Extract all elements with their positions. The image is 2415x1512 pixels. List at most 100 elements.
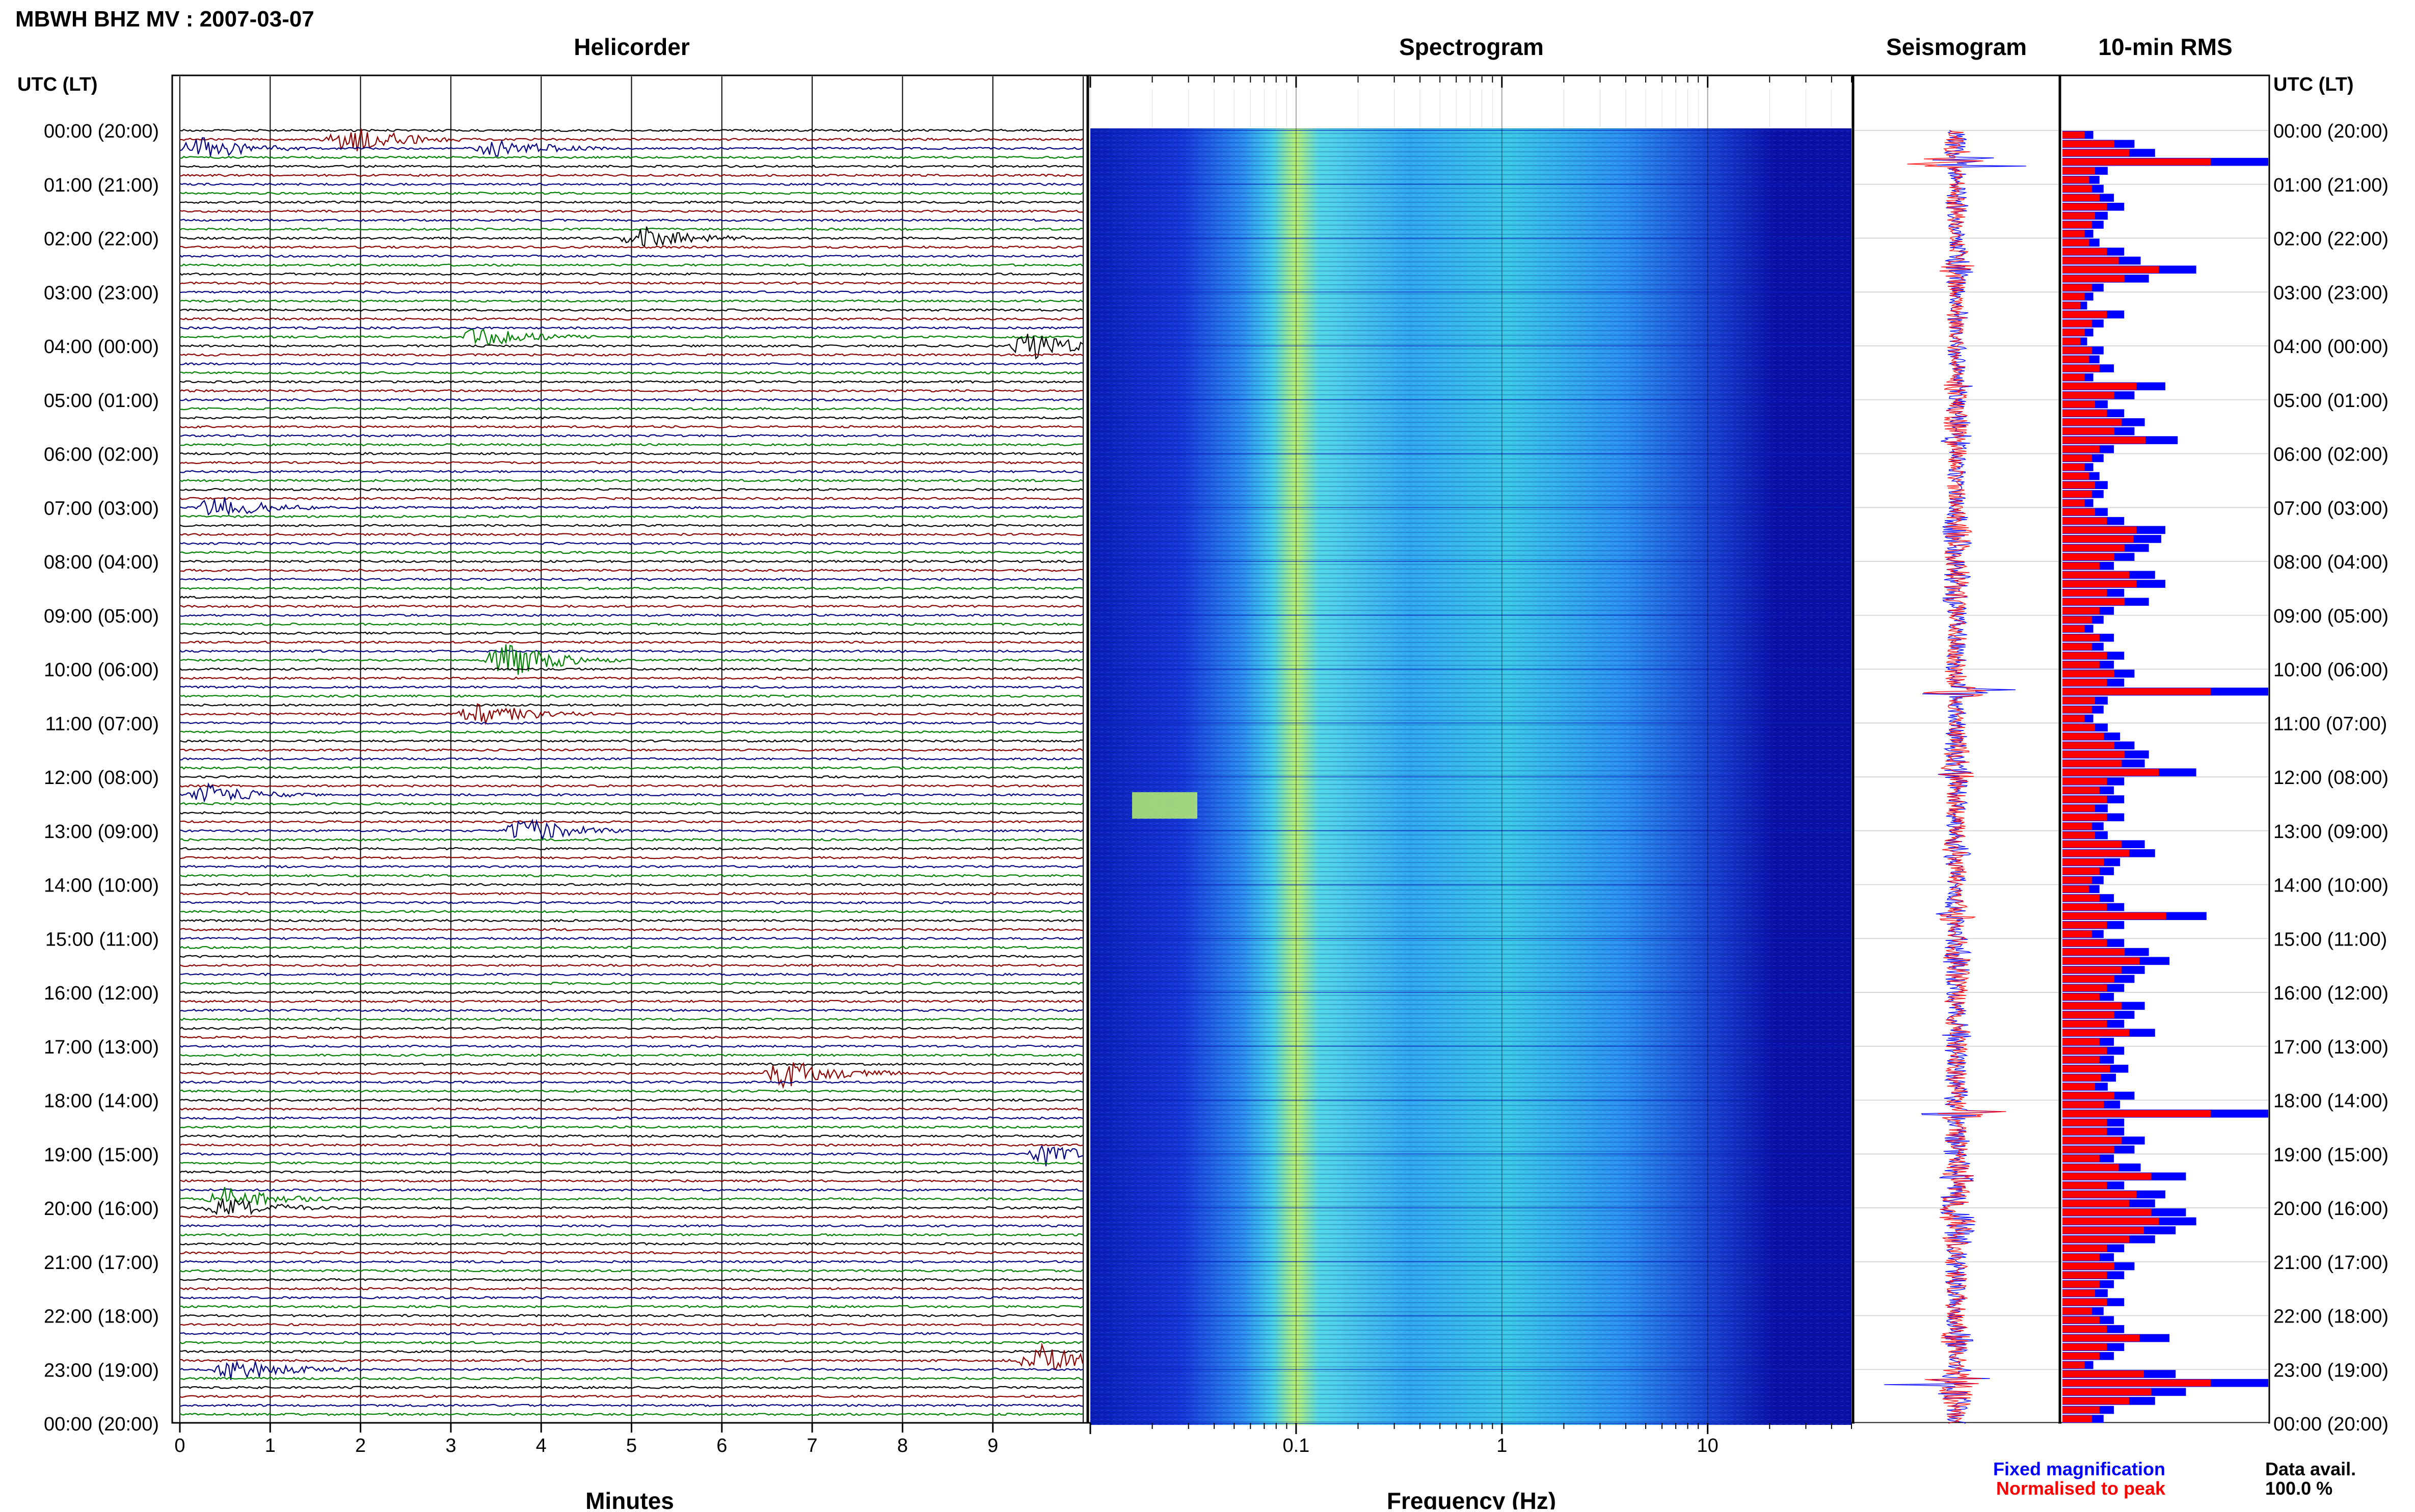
rms-bar-normalised xyxy=(2062,652,2107,659)
rms-bar-normalised xyxy=(2062,553,2114,560)
helicorder-trace xyxy=(179,478,1083,482)
rms-bar-normalised xyxy=(2062,1334,2140,1342)
rms-bar-normalised xyxy=(2062,1155,2100,1162)
rms-bar-normalised xyxy=(2062,607,2100,614)
helicorder-trace xyxy=(179,443,1083,447)
helicorder-trace xyxy=(179,1080,1083,1084)
rms-bar-normalised xyxy=(2062,912,2166,920)
right-time-labels: 00:00 (20:00) 01:00 (21:00) 02:00 (22:00) 0… xyxy=(2273,121,2389,1435)
rms-bar-normalised xyxy=(2062,437,2145,444)
rms-bar-normalised xyxy=(2062,1235,2129,1243)
rms-bar-normalised xyxy=(2062,365,2100,372)
spectrogram-title: Spectrogram xyxy=(1399,34,1544,60)
time-label-right: 12:00 (08:00) xyxy=(2273,767,2389,789)
rms-bar-normalised xyxy=(2062,751,2125,758)
rms-bar-normalised xyxy=(2062,472,2089,480)
helicorder-trace xyxy=(179,308,1083,312)
spectrogram-x-label: Frequency (Hz) xyxy=(1387,1488,1556,1509)
rms-bar-normalised xyxy=(2062,373,2085,381)
helicorder-trace xyxy=(179,1089,1083,1093)
time-label-left: 09:00 (05:00) xyxy=(44,606,159,627)
time-label-right: 21:00 (17:00) xyxy=(2273,1252,2389,1274)
helicorder-trace xyxy=(179,676,1083,680)
rms-bar-normalised xyxy=(2062,221,2092,228)
rms-bar-normalised xyxy=(2062,508,2095,516)
helicorder-trace xyxy=(179,586,1083,590)
rms-bar-normalised xyxy=(2062,571,2129,579)
helicorder-trace xyxy=(179,1170,1083,1174)
helicorder-panel: 0 1 2 3 4 5 6 7 8 9 Minutes xyxy=(171,74,1088,1512)
helicorder-trace xyxy=(179,425,1083,428)
rms-bar-normalised xyxy=(2062,670,2114,678)
rms-bar-normalised xyxy=(2062,293,2085,300)
helicorder-trace xyxy=(179,497,1083,517)
helicorder-trace xyxy=(179,137,1083,157)
rms-bar-normalised xyxy=(2062,598,2125,606)
data-availability-value: 100.0 % xyxy=(2265,1478,2332,1499)
rms-bar-normalised xyxy=(2062,410,2107,417)
helicorder-trace xyxy=(179,1144,1083,1167)
helicorder-trace xyxy=(179,1198,1083,1216)
time-label-right: 20:00 (16:00) xyxy=(2273,1198,2389,1220)
time-label-left: 15:00 (11:00) xyxy=(45,929,159,950)
helicorder-trace xyxy=(179,1341,1083,1344)
rms-bar-normalised xyxy=(2062,1262,2114,1270)
rms-bar-normalised xyxy=(2062,1128,2107,1135)
time-label-left: 05:00 (01:00) xyxy=(44,390,159,412)
rms-bar-normalised xyxy=(2062,1002,2122,1010)
time-label-left: 00:00 (20:00) xyxy=(44,1414,159,1435)
rms-bar-normalised xyxy=(2062,194,2100,201)
data-availability-label: Data avail. xyxy=(2265,1459,2356,1479)
spectrogram-panel: 0.1 1 10 Frequency (Hz) xyxy=(1087,74,1854,1512)
rms-bar-normalised xyxy=(2062,688,2211,695)
rms-bar-normalised xyxy=(2062,1361,2085,1369)
helicorder-x-tick-label: 2 xyxy=(355,1435,366,1456)
helicorder-trace xyxy=(179,515,1083,519)
time-label-right: 14:00 (10:00) xyxy=(2273,875,2389,897)
rms-bar-normalised xyxy=(2062,212,2095,220)
rms-bar-normalised xyxy=(2062,787,2100,794)
rms-bar-normalised xyxy=(2062,1343,2107,1351)
rms-bar-normalised xyxy=(2062,1289,2095,1297)
rms-bar-normalised xyxy=(2062,499,2085,507)
rms-bar-normalised xyxy=(2062,302,2080,309)
rms-bar-normalised xyxy=(2062,1388,2152,1396)
rms-bar-normalised xyxy=(2062,1245,2107,1252)
time-label-left: 03:00 (23:00) xyxy=(44,282,159,304)
helicorder-trace xyxy=(179,1017,1083,1021)
rms-bar-normalised xyxy=(2062,481,2095,489)
time-label-right: 23:00 (19:00) xyxy=(2273,1360,2389,1381)
helicorder-trace xyxy=(179,272,1083,276)
time-label-left: 16:00 (12:00) xyxy=(44,983,159,1004)
time-label-right: 03:00 (23:00) xyxy=(2273,282,2389,304)
helicorder-trace xyxy=(179,838,1083,842)
time-label-left: 12:00 (08:00) xyxy=(44,767,159,789)
helicorder-trace xyxy=(179,946,1083,950)
helicorder-trace xyxy=(179,200,1083,204)
helicorder-trace xyxy=(179,1295,1083,1300)
rms-bar-normalised xyxy=(2062,796,2107,803)
helicorder-trace xyxy=(179,1233,1083,1237)
rms-bar-normalised xyxy=(2062,1083,2095,1090)
helicorder-trace xyxy=(179,874,1083,878)
helicorder-trace xyxy=(179,604,1083,608)
helicorder-trace xyxy=(179,524,1083,527)
rms-bar-normalised xyxy=(2062,1065,2110,1072)
rms-bar-normalised xyxy=(2062,1316,2100,1324)
helicorder-trace xyxy=(179,209,1083,213)
helicorder-trace xyxy=(179,434,1083,438)
helicorder-trace xyxy=(179,263,1083,267)
helicorder-trace xyxy=(179,818,1083,841)
time-label-right: 06:00 (02:00) xyxy=(2273,444,2389,466)
seismogram-panel xyxy=(1853,74,2060,1424)
helicorder-trace xyxy=(179,901,1083,905)
helicorder-trace xyxy=(179,165,1083,168)
time-label-left: 07:00 (03:00) xyxy=(44,498,159,519)
rms-bar-normalised xyxy=(2062,760,2122,767)
helicorder-trace xyxy=(179,631,1083,635)
rms-bar-normalised xyxy=(2062,535,2134,543)
rms-bar-normalised xyxy=(2062,1029,2129,1037)
time-label-left: 10:00 (06:00) xyxy=(44,660,159,681)
helicorder-trace xyxy=(180,559,1083,563)
rms-bar-normalised xyxy=(2062,464,2085,471)
